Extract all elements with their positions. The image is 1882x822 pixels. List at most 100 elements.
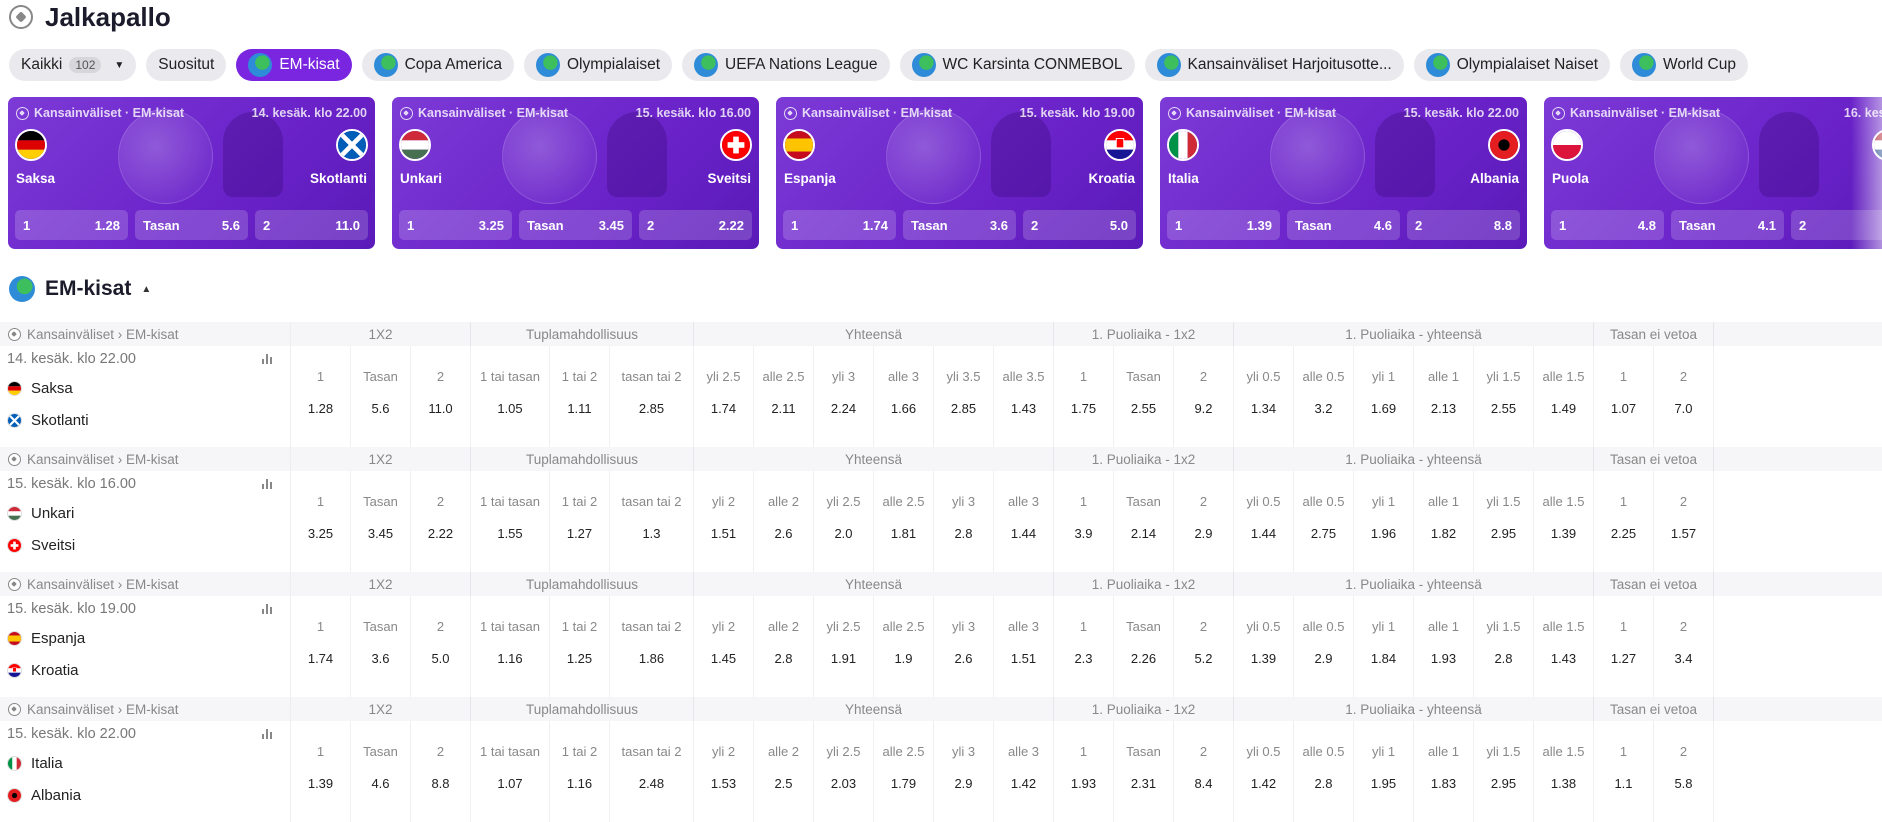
odds-cell[interactable]: alle 1 2.13 [1414, 346, 1474, 447]
odds-cell[interactable]: alle 2 2.5 [754, 721, 814, 822]
odds-cell[interactable]: yli 3 2.6 [934, 596, 994, 697]
match-info[interactable]: Kansainväliset › EM-kisat 14. kesäk. klo … [0, 322, 291, 447]
featured-match-card[interactable]: Kansainväliset · EM-kisat 14. kesäk. klo … [8, 97, 375, 249]
odds-button[interactable]: Tasan 3.45 [519, 210, 632, 240]
odds-cell[interactable]: yli 2.5 1.74 [694, 346, 754, 447]
odds-cell[interactable]: 1 tai tasan 1.07 [471, 721, 550, 822]
chip-olympialaiset-naiset[interactable]: Olympialaiset Naiset [1413, 49, 1611, 81]
odds-cell[interactable]: 1 1.28 [291, 346, 351, 447]
odds-cell[interactable]: alle 1 1.83 [1414, 721, 1474, 822]
odds-cell[interactable]: 1 1.1 [1594, 721, 1654, 822]
odds-cell[interactable]: alle 0.5 2.8 [1294, 721, 1354, 822]
odds-button[interactable]: 2 8.8 [1407, 210, 1520, 240]
odds-cell[interactable]: Tasan 2.31 [1114, 721, 1174, 822]
odds-button[interactable]: 2 11.0 [255, 210, 368, 240]
odds-cell[interactable]: alle 0.5 2.9 [1294, 596, 1354, 697]
odds-cell[interactable]: yli 1 1.69 [1354, 346, 1414, 447]
odds-cell[interactable]: yli 1.5 2.8 [1474, 596, 1534, 697]
odds-cell[interactable]: alle 2.5 2.11 [754, 346, 814, 447]
odds-cell[interactable]: Tasan 3.45 [351, 471, 411, 572]
odds-cell[interactable]: alle 1.5 1.49 [1534, 346, 1594, 447]
odds-button[interactable]: Tasan 5.6 [135, 210, 248, 240]
odds-cell[interactable]: yli 2 1.51 [694, 471, 754, 572]
odds-button[interactable]: 1 4.8 [1551, 210, 1664, 240]
odds-cell[interactable]: alle 0.5 2.75 [1294, 471, 1354, 572]
odds-cell[interactable]: 1 2.25 [1594, 471, 1654, 572]
odds-cell[interactable]: alle 3.5 1.43 [994, 346, 1054, 447]
odds-cell[interactable]: alle 1.5 1.38 [1534, 721, 1594, 822]
odds-cell[interactable]: 2 2.22 [411, 471, 471, 572]
odds-cell[interactable]: yli 0.5 1.34 [1234, 346, 1294, 447]
chip-uefa-nations-league[interactable]: UEFA Nations League [682, 49, 890, 81]
odds-cell[interactable]: yli 1.5 2.95 [1474, 471, 1534, 572]
odds-cell[interactable]: alle 1 1.93 [1414, 596, 1474, 697]
odds-cell[interactable]: 1 tai tasan 1.16 [471, 596, 550, 697]
odds-cell[interactable]: 2 1.57 [1654, 471, 1714, 572]
odds-cell[interactable]: 1 tai 2 1.27 [550, 471, 610, 572]
odds-cell[interactable]: alle 3 1.44 [994, 471, 1054, 572]
odds-button[interactable]: 2 2.22 [639, 210, 752, 240]
odds-cell[interactable]: alle 0.5 3.2 [1294, 346, 1354, 447]
odds-cell[interactable]: alle 2.5 1.9 [874, 596, 934, 697]
chevron-up-icon[interactable]: ▲ [141, 283, 152, 295]
match-info[interactable]: Kansainväliset › EM-kisat 15. kesäk. klo … [0, 572, 291, 697]
chip-wc-karsinta[interactable]: WC Karsinta CONMEBOL [899, 49, 1135, 81]
odds-cell[interactable]: alle 2 2.6 [754, 471, 814, 572]
stats-icon[interactable] [262, 604, 273, 614]
section-header[interactable]: EM-kisat ▲ [9, 276, 151, 302]
odds-cell[interactable]: 1 1.74 [291, 596, 351, 697]
match-info[interactable]: Kansainväliset › EM-kisat 15. kesäk. klo … [0, 447, 291, 572]
odds-cell[interactable]: yli 3 2.24 [814, 346, 874, 447]
match-info[interactable]: Kansainväliset › EM-kisat 15. kesäk. klo … [0, 697, 291, 822]
odds-cell[interactable]: 1 1.07 [1594, 346, 1654, 447]
odds-cell[interactable]: alle 2 2.8 [754, 596, 814, 697]
odds-cell[interactable]: 1 tai tasan 1.05 [471, 346, 550, 447]
odds-cell[interactable]: 2 5.2 [1174, 596, 1234, 697]
odds-cell[interactable]: alle 1.5 1.39 [1534, 471, 1594, 572]
odds-button[interactable]: 2 [1791, 210, 1882, 240]
odds-cell[interactable]: Tasan 4.6 [351, 721, 411, 822]
odds-button[interactable]: 1 1.74 [783, 210, 896, 240]
chip-suositut[interactable]: Suositut [146, 49, 227, 81]
stats-icon[interactable] [262, 479, 273, 489]
odds-cell[interactable]: 2 5.8 [1654, 721, 1714, 822]
odds-cell[interactable]: tasan tai 2 2.48 [610, 721, 694, 822]
chip-world-cup[interactable]: World Cup [1620, 49, 1748, 81]
odds-cell[interactable]: Tasan 2.26 [1114, 596, 1174, 697]
odds-cell[interactable]: Tasan 2.14 [1114, 471, 1174, 572]
odds-cell[interactable]: 2 8.8 [411, 721, 471, 822]
odds-cell[interactable]: 1 tai 2 1.16 [550, 721, 610, 822]
odds-button[interactable]: Tasan 4.6 [1287, 210, 1400, 240]
chip-kaikki[interactable]: Kaikki 102 ▼ [9, 49, 137, 81]
odds-cell[interactable]: 1 3.9 [1054, 471, 1114, 572]
odds-cell[interactable]: alle 3 1.51 [994, 596, 1054, 697]
odds-cell[interactable]: yli 0.5 1.42 [1234, 721, 1294, 822]
odds-cell[interactable]: 2 8.4 [1174, 721, 1234, 822]
odds-cell[interactable]: Tasan 5.6 [351, 346, 411, 447]
odds-cell[interactable]: yli 1 1.84 [1354, 596, 1414, 697]
featured-match-card[interactable]: Kansainväliset · EM-kisat 15. kesäk. klo … [776, 97, 1143, 249]
odds-button[interactable]: 1 1.28 [15, 210, 128, 240]
odds-cell[interactable]: alle 2.5 1.79 [874, 721, 934, 822]
odds-cell[interactable]: yli 0.5 1.39 [1234, 596, 1294, 697]
stats-icon[interactable] [262, 729, 273, 739]
featured-match-card[interactable]: Kansainväliset · EM-kisat 15. kesäk. klo … [1160, 97, 1527, 249]
odds-cell[interactable]: 1 tai tasan 1.55 [471, 471, 550, 572]
odds-cell[interactable]: 1 2.3 [1054, 596, 1114, 697]
chip-em-kisat[interactable]: EM-kisat [236, 49, 352, 81]
chip-olympialaiset[interactable]: Olympialaiset [523, 49, 672, 81]
odds-cell[interactable]: yli 2.5 2.03 [814, 721, 874, 822]
odds-cell[interactable]: 1 3.25 [291, 471, 351, 572]
odds-cell[interactable]: 1 1.75 [1054, 346, 1114, 447]
odds-cell[interactable]: alle 1.5 1.43 [1534, 596, 1594, 697]
odds-cell[interactable]: yli 3 2.9 [934, 721, 994, 822]
odds-cell[interactable]: yli 1.5 2.95 [1474, 721, 1534, 822]
odds-cell[interactable]: yli 1 1.96 [1354, 471, 1414, 572]
odds-cell[interactable]: alle 3 1.42 [994, 721, 1054, 822]
odds-cell[interactable]: 2 3.4 [1654, 596, 1714, 697]
odds-cell[interactable]: 2 5.0 [411, 596, 471, 697]
odds-cell[interactable]: tasan tai 2 2.85 [610, 346, 694, 447]
odds-button[interactable]: 2 5.0 [1023, 210, 1136, 240]
odds-cell[interactable]: yli 1.5 2.55 [1474, 346, 1534, 447]
odds-cell[interactable]: tasan tai 2 1.86 [610, 596, 694, 697]
